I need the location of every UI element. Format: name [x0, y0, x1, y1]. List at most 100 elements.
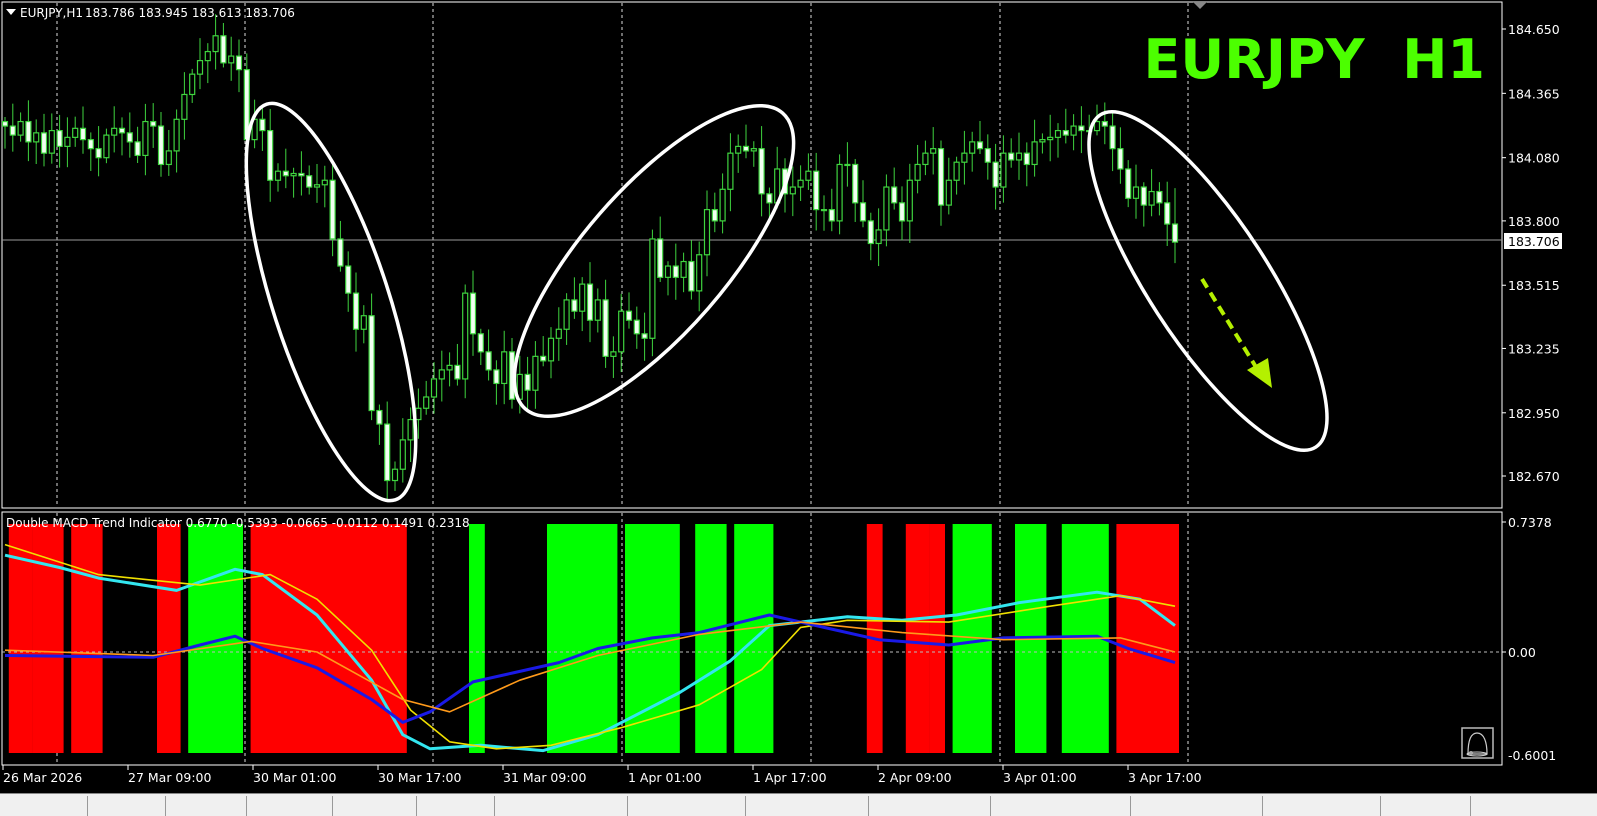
candle [1171, 188, 1179, 264]
candle [703, 190, 711, 277]
annotation-ellipse-current[interactable] [1050, 82, 1366, 479]
candle [204, 43, 211, 84]
shift-marker-icon[interactable] [1193, 2, 1207, 9]
chart-tab[interactable] [1380, 796, 1381, 816]
candle [742, 124, 750, 159]
candle [1109, 112, 1116, 172]
histogram-bar-bear [250, 524, 407, 753]
candle [477, 328, 484, 365]
down-arrow-icon[interactable] [1200, 277, 1272, 388]
chart-tab[interactable] [627, 796, 628, 816]
candle [313, 164, 321, 203]
candle [142, 103, 149, 176]
candle [563, 293, 570, 345]
candle [33, 119, 40, 165]
chart-tab[interactable] [246, 796, 247, 816]
candle [329, 162, 336, 257]
candle [79, 106, 87, 154]
ohlc-readout: 183.786 183.945 183.613 183.706 [85, 6, 295, 20]
price-tick-label: 184.365 [1508, 86, 1560, 101]
candle [602, 279, 609, 368]
candle [930, 127, 937, 175]
chart-tab[interactable] [1130, 796, 1131, 816]
chart-tab[interactable] [1470, 796, 1471, 816]
candle [1039, 133, 1046, 154]
time-axis[interactable]: 26 Mar 2026 27 Mar 09:00 30 Mar 01:00 30 Ma… [2, 765, 1202, 785]
candle [196, 38, 204, 90]
candles [1, 14, 1179, 502]
candle [1117, 127, 1124, 184]
indicator-label: Double MACD Trend Indicator 0.6770 -0.53… [6, 516, 470, 530]
candle [126, 112, 133, 158]
candle [883, 174, 890, 247]
price-tick-label: 183.235 [1508, 341, 1560, 356]
candle [820, 195, 828, 231]
candle [290, 167, 297, 198]
candle [1008, 138, 1015, 168]
candle [719, 173, 726, 234]
candle [493, 360, 500, 405]
chart-menu-triangle-icon[interactable] [6, 9, 16, 15]
annotation-ellipse-drop[interactable] [212, 86, 451, 517]
chart-tabs-bar[interactable] [0, 793, 1597, 816]
candle [1031, 119, 1038, 177]
candle [618, 293, 625, 373]
chart-tab[interactable] [332, 796, 333, 816]
price-axis[interactable]: 184.650 184.365 184.080 183.800 183.515 183.2… [1502, 22, 1560, 484]
candle [274, 163, 282, 192]
candle [87, 132, 94, 171]
candle [337, 220, 344, 272]
candle [898, 186, 906, 241]
annotation-ellipse-rally[interactable] [471, 66, 837, 456]
candle [454, 343, 461, 386]
chart-tab[interactable] [87, 796, 88, 816]
histogram-bar-bear [157, 524, 181, 753]
candle [1156, 182, 1163, 216]
candle [750, 141, 757, 167]
candle [181, 72, 188, 140]
candle [1132, 164, 1140, 219]
candle [368, 293, 375, 421]
chart-tab[interactable] [990, 796, 991, 816]
candle [914, 144, 921, 194]
candle [438, 350, 445, 402]
chart-window[interactable]: EURJPY,H1 183.786 183.945 183.613 183.70… [0, 0, 1597, 793]
chart-tab[interactable] [1262, 796, 1263, 816]
candle [40, 113, 48, 167]
candle [360, 305, 367, 344]
candle [220, 22, 227, 68]
candle [836, 154, 843, 235]
candle [17, 112, 24, 142]
alert-bell-icon[interactable] [1461, 727, 1494, 759]
chart-tab[interactable] [494, 796, 495, 816]
candle [1164, 181, 1171, 246]
candle [1054, 123, 1062, 158]
histogram-bar-bear [8, 524, 33, 753]
candle [298, 151, 305, 196]
candle [1062, 108, 1069, 144]
candle [485, 329, 492, 381]
candle [641, 312, 648, 361]
candle [345, 251, 352, 312]
chart-tab[interactable] [745, 796, 746, 816]
candle [961, 130, 968, 185]
price-tick-label: 182.670 [1508, 469, 1560, 484]
chart-tab[interactable] [868, 796, 869, 816]
candle [446, 352, 453, 387]
candle [859, 180, 867, 228]
candle [828, 188, 835, 232]
candle [1000, 135, 1007, 203]
chart-tab[interactable] [165, 796, 166, 816]
candle [267, 108, 274, 202]
time-tick-label: 1 Apr 01:00 [628, 770, 702, 785]
candle [852, 158, 859, 222]
candle [649, 229, 656, 357]
candle [1148, 169, 1155, 217]
time-tick-label: 30 Mar 01:00 [253, 770, 337, 785]
chart-tab[interactable] [416, 796, 417, 816]
candle [711, 192, 718, 233]
time-tick-label: 26 Mar 2026 [3, 770, 82, 785]
candle [423, 380, 430, 415]
candle [891, 167, 898, 210]
time-tick-label: 1 Apr 17:00 [753, 770, 827, 785]
